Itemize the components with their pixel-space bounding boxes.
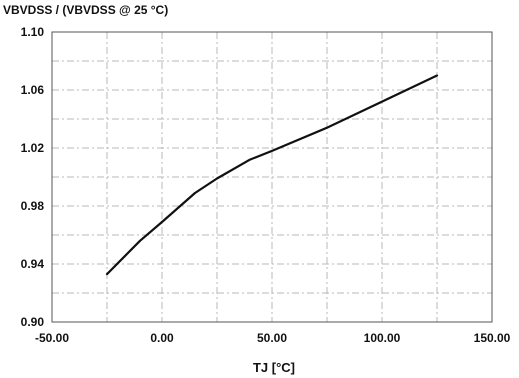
y-tick-label: 1.06 (21, 83, 45, 97)
x-tick-label: -50.00 (35, 331, 69, 345)
y-axis-label: VBVDSS / (VBVDSS @ 25 °C) (3, 3, 168, 17)
series-line (105, 74, 439, 276)
y-tick-label: 0.94 (21, 257, 45, 271)
x-tick-label: 150.00 (474, 331, 511, 345)
series-layer (105, 74, 439, 276)
y-tick-label: 0.90 (21, 315, 45, 329)
y-tick-label: 1.02 (21, 141, 45, 155)
grid (52, 32, 492, 322)
x-axis-label: TJ [°C] (253, 360, 295, 375)
y-tick-label: 0.98 (21, 199, 45, 213)
y-tick-label: 1.10 (21, 25, 45, 39)
x-tick-label: 100.00 (364, 331, 401, 345)
tick-labels: 1.10 1.06 1.02 0.98 0.94 0.90 -50.00 0.00 50.00 1… (21, 25, 511, 345)
plot-frame (51, 31, 493, 323)
x-tick-label: 0.00 (150, 331, 174, 345)
x-tick-label: 50.00 (257, 331, 287, 345)
